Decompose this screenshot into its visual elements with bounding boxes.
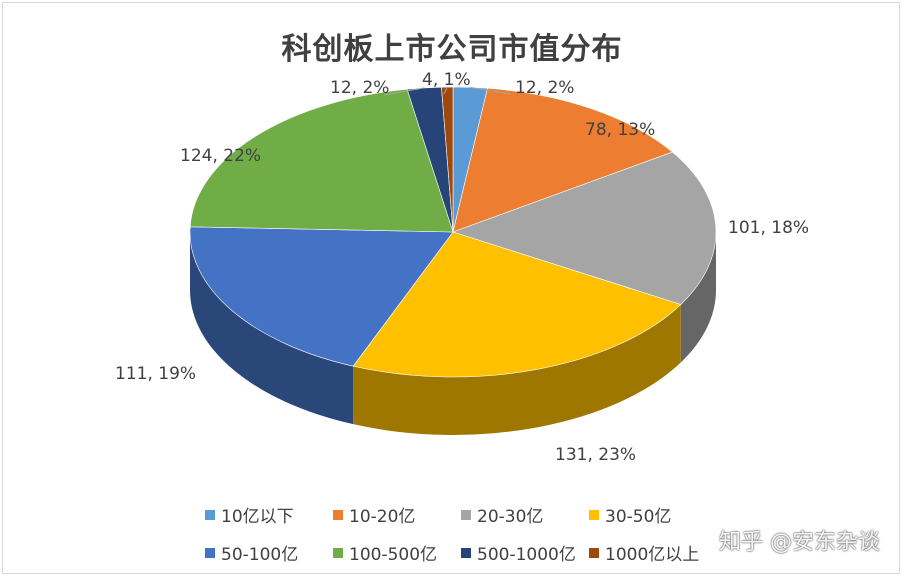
- legend-label-3: 20-30亿: [477, 507, 544, 527]
- pie-slice-5: [189, 226, 454, 367]
- legend-swatch-8: [589, 547, 599, 558]
- leader-line-7: [383, 87, 425, 96]
- legend-label-6: 100-500亿: [349, 545, 438, 565]
- legend-label-8: 1000亿以上: [605, 545, 700, 565]
- pie-side-5: [189, 232, 354, 425]
- pie-sides: [189, 232, 716, 435]
- legend-swatch-7: [461, 547, 471, 558]
- legend-item-1: 10亿以下: [205, 502, 294, 527]
- legend-label-2: 10-20亿: [349, 507, 416, 527]
- pie-side-3: [680, 232, 716, 363]
- data-label-6: 124, 22%: [180, 146, 261, 166]
- pie-tops: [189, 86, 717, 378]
- legend-item-7: 500-1000亿: [461, 540, 576, 565]
- legend-label-5: 50-100亿: [221, 545, 299, 565]
- data-label-5: 111, 19%: [115, 364, 196, 384]
- legend-label-7: 500-1000亿: [477, 545, 576, 565]
- legend-item-4: 30-50亿: [589, 502, 671, 527]
- legend-item-2: 10-20亿: [333, 502, 415, 527]
- watermark: 知乎 @安东杂谈: [719, 530, 880, 555]
- legend-swatch-5: [205, 547, 215, 558]
- leader-lines: [383, 86, 511, 96]
- data-label-4: 131, 23%: [555, 445, 636, 465]
- legend-item-3: 20-30亿: [461, 502, 543, 527]
- legend-item-5: 50-100亿: [205, 540, 298, 565]
- legend-swatch-3: [461, 509, 471, 520]
- pie-side-4: [353, 304, 681, 435]
- legend-swatch-1: [205, 509, 215, 520]
- pie-slice-6: [189, 88, 454, 233]
- legend-swatch-6: [333, 547, 343, 558]
- data-label-8: 4, 1%: [422, 70, 471, 90]
- legend-item-6: 100-500亿: [333, 540, 437, 565]
- chart-title: 科创板上市公司市值分布: [281, 32, 623, 67]
- legend-swatch-2: [333, 509, 343, 520]
- data-label-3: 101, 18%: [728, 218, 809, 238]
- legend-label-1: 10亿以下: [221, 507, 294, 527]
- leader-line-8: [443, 86, 448, 95]
- pie-slice-2: [452, 87, 674, 233]
- legend-label-4: 30-50亿: [605, 507, 672, 527]
- legend-item-8: 1000亿以上: [589, 540, 699, 565]
- legend-swatch-4: [589, 509, 599, 520]
- pie-slice-3: [452, 151, 717, 305]
- leader-line-1: [470, 86, 511, 95]
- data-label-7: 12, 2%: [330, 78, 389, 98]
- data-labels: 12, 2% 78, 13% 101, 18% 131, 23% 111, 19% 124…: [115, 70, 809, 465]
- pie-slice-4: [352, 231, 682, 378]
- data-label-1: 12, 2%: [515, 78, 574, 98]
- data-label-2: 78, 13%: [585, 120, 655, 140]
